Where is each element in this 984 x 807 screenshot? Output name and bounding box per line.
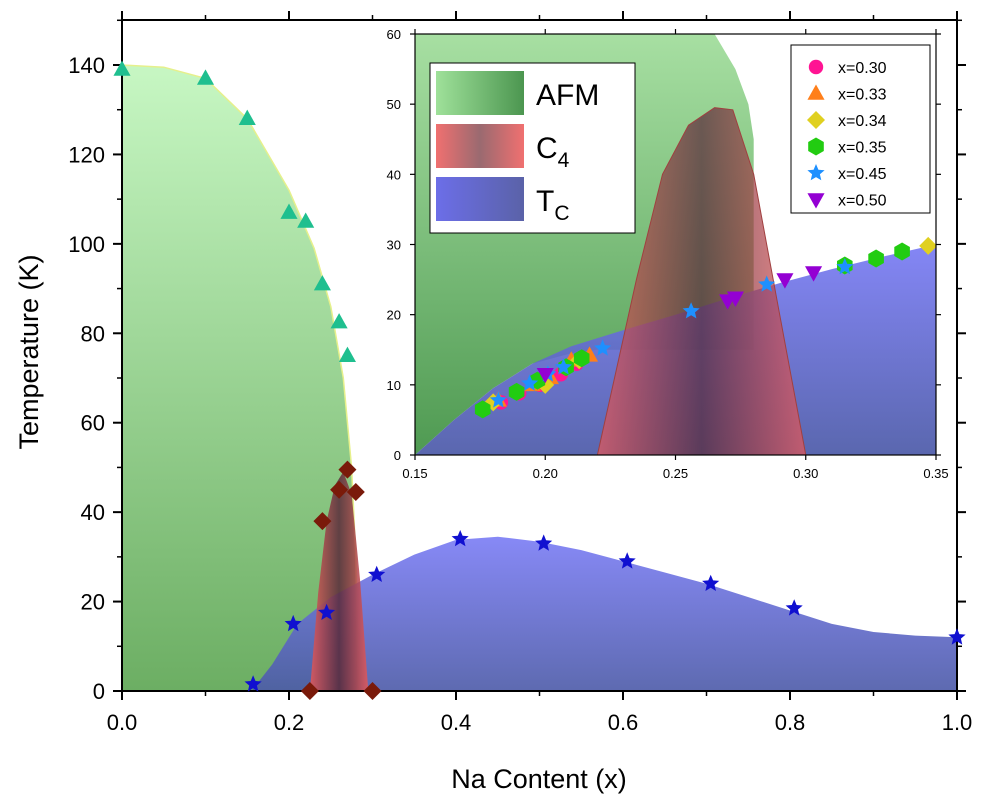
y-tick-label: 80	[81, 321, 105, 346]
inset-legend-marker-diamond	[807, 111, 825, 129]
inset-data-point-star	[758, 275, 776, 292]
inset-legend-marker-star	[807, 164, 825, 181]
y-tick-label: 100	[68, 232, 105, 257]
x-tick-label: 0.6	[608, 710, 639, 735]
inset-data-point-triangle-down	[726, 291, 744, 307]
data-point-star	[618, 552, 636, 569]
inset-markers	[474, 236, 936, 419]
inset-data-point-star	[682, 302, 700, 319]
x-tick-label: 0.2	[274, 710, 305, 735]
inset-x-tick-label: 0.25	[663, 466, 688, 481]
inset-data-point-triangle-down	[805, 266, 823, 282]
y-tick-label: 40	[81, 500, 105, 525]
data-point-diamond	[338, 460, 357, 479]
inset-data-point-diamond	[919, 236, 936, 255]
inset-data-point-hexagon	[474, 400, 491, 419]
y-tick-label: 0	[93, 679, 105, 704]
data-point-diamond	[330, 480, 349, 499]
inset-y-tick-label: 30	[387, 238, 401, 253]
inset-legend: x=0.30 x=0.33 x=0.34 x=0.35 x=0.45 x=0.50	[790, 44, 931, 214]
inset-legend-label: x=0.35	[838, 140, 887, 157]
inset-data-point-star	[594, 339, 612, 356]
inset-x-tick-label: 0.15	[402, 466, 427, 481]
inset-legend-marker-hexagon	[808, 137, 824, 156]
data-point-triangle	[238, 109, 256, 125]
data-point-triangle	[338, 346, 356, 362]
inset-legend-marker-triangle	[807, 84, 825, 100]
inset-data-point-star	[554, 358, 572, 375]
data-point-star	[785, 599, 803, 616]
y-tick-label: 20	[81, 590, 105, 615]
data-point-star	[702, 574, 720, 591]
inset-data-point-triangle-down	[776, 273, 794, 289]
inset-data-point-hexagon	[894, 242, 910, 261]
data-point-star	[318, 603, 336, 620]
data-point-triangle	[113, 60, 131, 76]
x-tick-label: 0.0	[107, 710, 138, 735]
legend-swatch-c4	[436, 124, 524, 168]
inset-x-tick-label: 0.35	[923, 466, 948, 481]
inset-legend-label: x=0.50	[838, 193, 887, 210]
data-point-star	[535, 534, 553, 551]
c4-region	[309, 471, 369, 691]
inset-data-point-hexagon	[573, 349, 590, 368]
data-point-diamond	[363, 682, 382, 700]
main-markers	[113, 60, 966, 700]
data-point-star	[948, 628, 966, 645]
inset-data-point-star	[836, 258, 854, 275]
inset-y-tick-label: 0	[394, 448, 401, 463]
tc-region	[251, 536, 957, 691]
legend-swatch-tc	[436, 177, 524, 221]
inset-y-tick-label: 60	[387, 27, 401, 42]
data-point-star	[451, 530, 469, 547]
inset-data-point-triangle-down	[536, 368, 554, 384]
inset-legend-label: x=0.34	[838, 113, 887, 130]
inset-data-point-star	[489, 391, 507, 408]
data-point-star	[368, 565, 386, 582]
inset-c4-region	[596, 107, 807, 455]
inset-data-point-hexagon	[868, 249, 884, 268]
x-tick-label: 0.4	[441, 710, 472, 735]
inset-legend-label: x=0.30	[838, 60, 887, 77]
inset-axes-ticks: 0.15 0.20 0.25 0.30 0.35 0 10 20 30 40 50 60	[387, 27, 949, 481]
y-axis-title: Temperature (K)	[14, 254, 44, 449]
data-point-diamond	[313, 512, 332, 531]
inset-legend-marker-triangle-down	[807, 193, 825, 209]
data-point-star	[244, 675, 262, 692]
inset-data-point-star	[521, 374, 539, 391]
data-point-triangle	[297, 212, 315, 228]
y-tick-label: 140	[68, 53, 105, 78]
x-tick-label: 0.8	[775, 710, 806, 735]
inset-legend-label: x=0.33	[838, 87, 887, 104]
inset-legend-label: x=0.45	[838, 166, 887, 183]
x-axis-title: Na Content (x)	[451, 764, 627, 794]
inset-data-point-hexagon	[508, 382, 525, 401]
inset-x-tick-label: 0.20	[533, 466, 558, 481]
data-point-diamond	[300, 682, 319, 700]
x-tick-label: 1.0	[942, 710, 973, 735]
data-point-star	[284, 614, 302, 632]
inset-y-tick-label: 10	[387, 378, 401, 393]
data-point-triangle	[196, 69, 215, 85]
inset-legend-marker-circle	[808, 59, 824, 75]
main-regions	[121, 64, 957, 692]
legend-swatch-afm	[436, 71, 524, 115]
data-point-triangle	[280, 203, 298, 219]
inset-y-tick-label: 40	[387, 167, 401, 182]
main-legend-label: AFM	[536, 79, 599, 112]
data-point-triangle	[330, 313, 348, 329]
inset-y-tick-label: 50	[387, 97, 401, 112]
y-tick-label: 120	[68, 142, 105, 167]
inset-y-tick-label: 20	[387, 308, 401, 323]
data-point-diamond	[346, 483, 365, 502]
y-tick-label: 60	[81, 411, 105, 436]
data-point-triangle	[313, 275, 331, 291]
inset-x-tick-label: 0.30	[793, 466, 818, 481]
